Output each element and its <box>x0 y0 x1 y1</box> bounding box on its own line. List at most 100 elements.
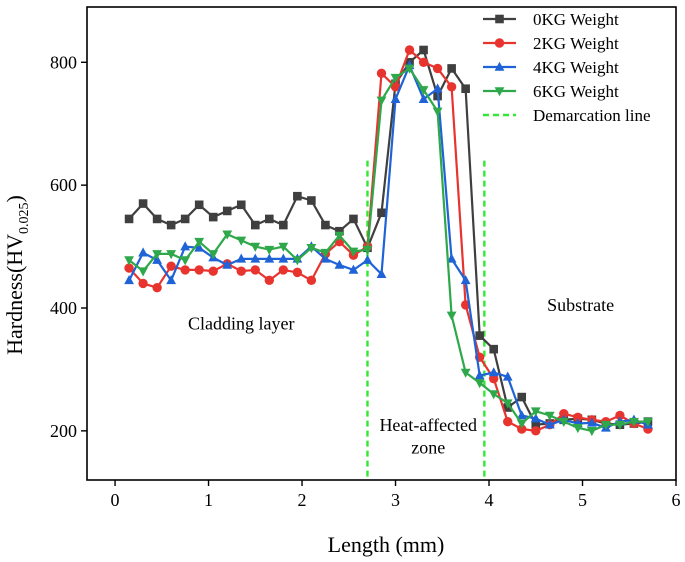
data-point <box>531 426 541 436</box>
data-point <box>517 392 527 402</box>
data-point <box>208 250 219 260</box>
data-point <box>348 264 359 274</box>
data-point <box>446 82 457 92</box>
data-point <box>390 73 401 83</box>
legend-label: 6KG Weight <box>533 82 619 101</box>
legend-swatch-marker <box>494 87 505 97</box>
data-point <box>447 64 456 73</box>
data-point <box>418 57 429 67</box>
x-tick-label: 3 <box>391 490 400 510</box>
data-point <box>194 237 205 247</box>
data-point <box>586 417 597 427</box>
data-point <box>278 265 289 275</box>
data-point <box>180 241 191 251</box>
data-point <box>586 427 597 437</box>
data-point <box>615 420 625 431</box>
data-point <box>544 411 555 421</box>
data-point <box>222 259 233 269</box>
data-point <box>349 214 358 224</box>
data-point <box>516 419 527 429</box>
data-point <box>530 413 541 423</box>
data-point <box>180 256 191 266</box>
data-point <box>362 254 373 264</box>
legend-item: 6KG Weight <box>483 82 619 101</box>
x-axis-title: Length (mm) <box>328 532 445 557</box>
x-tick-label: 1 <box>204 490 213 510</box>
data-point <box>307 196 316 205</box>
y-axis-title-sub: 0.025 <box>17 202 32 234</box>
y-axis-title-close: ) <box>2 195 27 202</box>
legend-label: Demarcation line <box>533 106 651 125</box>
plot-border <box>86 6 677 481</box>
y-tick-label: 800 <box>50 52 77 72</box>
data-point <box>474 370 485 380</box>
data-point <box>166 220 176 230</box>
annotation-label: zone <box>411 438 445 458</box>
data-point <box>321 220 330 230</box>
data-point <box>236 266 246 276</box>
data-point <box>264 253 275 263</box>
data-point <box>250 265 260 275</box>
data-point <box>138 278 148 289</box>
data-point <box>516 410 527 420</box>
data-point <box>643 417 653 427</box>
data-point <box>138 199 148 208</box>
data-point <box>432 83 443 93</box>
series-0 <box>124 45 653 430</box>
data-point <box>362 245 373 255</box>
legend: 0KG Weight 2KG Weight 4KG Weight 6KG Weight… <box>483 10 651 125</box>
data-point <box>264 275 275 286</box>
legend-label: 0KG Weight <box>533 10 619 29</box>
data-point <box>320 248 331 259</box>
data-point <box>460 275 471 285</box>
x-tick-label: 4 <box>485 490 494 510</box>
demarcation-lines <box>366 160 486 480</box>
data-point <box>503 416 513 427</box>
legend-swatch-marker <box>494 38 505 48</box>
y-tick-label: 400 <box>50 298 77 318</box>
x-tick-label: 5 <box>578 490 587 510</box>
data-point <box>152 214 162 224</box>
annotations: Cladding layer Heat-affected zone Substrate <box>188 295 614 458</box>
data-point <box>180 214 190 224</box>
data-point <box>390 93 401 103</box>
data-point <box>166 250 177 260</box>
data-point <box>432 63 443 74</box>
data-point <box>572 423 583 434</box>
data-point <box>166 261 176 271</box>
legend-item: Demarcation line <box>483 106 651 125</box>
data-point <box>376 96 387 106</box>
series-1 <box>124 45 653 436</box>
data-point <box>377 208 386 218</box>
legend-swatch-marker <box>495 14 504 24</box>
data-point <box>376 68 387 79</box>
data-point <box>279 220 288 230</box>
annotation-label: Substrate <box>547 295 614 315</box>
data-point <box>152 254 163 264</box>
data-point <box>335 226 344 236</box>
series-layer <box>124 45 653 437</box>
y-axis-title: Hardness(HV0.025) <box>2 195 32 355</box>
data-point <box>306 244 317 254</box>
data-point <box>502 399 513 409</box>
data-point <box>334 231 345 241</box>
data-point <box>544 419 555 429</box>
data-point <box>278 253 289 263</box>
data-point <box>250 253 261 263</box>
legend-item: 4KG Weight <box>483 58 619 77</box>
x-tick-label: 2 <box>298 490 307 510</box>
data-point <box>530 407 541 417</box>
data-point <box>124 263 134 273</box>
data-point <box>419 45 428 55</box>
data-point <box>629 417 639 427</box>
data-point <box>265 214 274 224</box>
y-axis-title-main: Hardness(HV <box>2 234 27 355</box>
annotation-label: Cladding layer <box>188 314 294 334</box>
legend-item: 2KG Weight <box>483 34 619 53</box>
data-point <box>461 84 470 93</box>
x-tick-label: 6 <box>672 490 681 510</box>
data-point <box>446 311 457 321</box>
data-point <box>222 230 233 240</box>
legend-item: 0KG Weight <box>483 10 619 29</box>
